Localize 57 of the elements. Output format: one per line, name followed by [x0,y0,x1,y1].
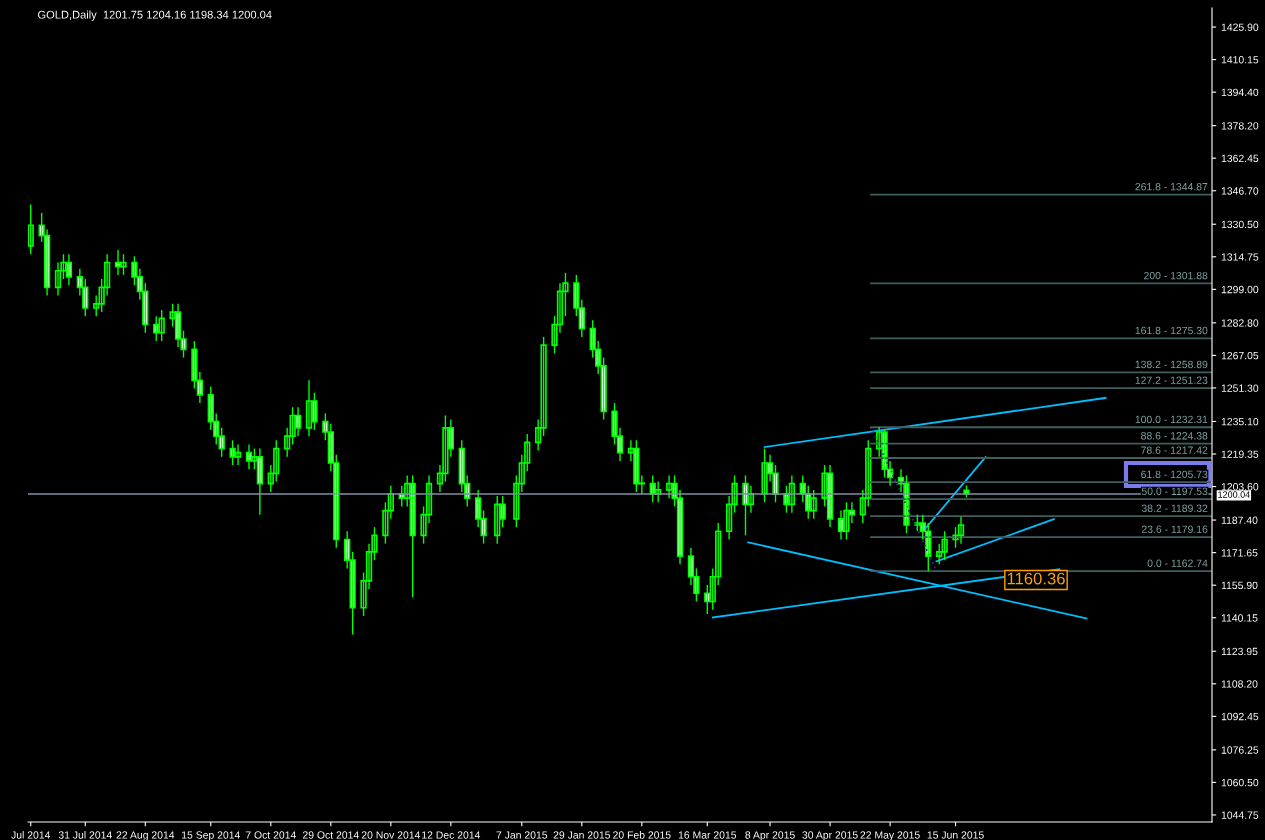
y-tick-label: 1140.15 [1221,614,1258,622]
annotation: 1160.36 [1007,572,1065,585]
series-label: 100.0 - 1232.31 [1135,415,1208,424]
x-tick-label: 22 May 2015 [860,831,920,840]
series-label: 127.2 - 1251.23 [1135,376,1208,384]
x-tick-label: 29 Jan 2015 [553,831,611,839]
x-tick-label: 7 Oct 2014 [245,831,296,839]
y-tick-label: 1314.75 [1221,253,1259,261]
y-tick-label: 1362.45 [1221,154,1259,163]
y-tick-label: 1330.50 [1221,220,1259,229]
series-label: 138.2 - 1258.89 [1135,360,1208,369]
x-tick-label: 20 Feb 2015 [613,831,671,839]
series-label: 38.2 - 1189.32 [1141,504,1208,512]
x-tick-label: Jul 2014 [11,831,51,839]
x-tick-label: 16 Mar 2015 [678,831,737,839]
y-tick-label: 1267.05 [1221,351,1259,360]
chart-title: GOLD,Daily 1201.75 1204.16 1198.34 1200.04 [38,10,272,21]
y-tick-label: 1410.15 [1221,56,1259,64]
ref-line-label: 1200.04 [1218,491,1250,498]
y-tick-label: 1251.30 [1221,384,1259,392]
y-tick-label: 1219.35 [1221,450,1259,458]
y-tick-label: 1203.60 [1221,483,1259,491]
y-tick-label: 1425.90 [1221,23,1259,31]
x-tick-label: 31 Jul 2014 [58,831,112,839]
x-tick-label: 20 Nov 2014 [361,831,421,839]
y-tick-label: 1155.90 [1221,581,1258,590]
y-tick-label: 1123.95 [1221,647,1258,656]
series-label: 261.8 - 1344.87 [1135,183,1208,191]
x-tick-label: 29 Oct 2014 [302,831,359,839]
y-tick-label: 1171.65 [1221,549,1258,557]
x-tick-label: 8 Apr 2015 [745,831,795,840]
series-label: 78.6 - 1217.42 [1141,446,1208,454]
y-tick-label: 1092.45 [1221,712,1259,721]
y-tick-label: 1346.70 [1221,187,1259,195]
y-tick-label: 1282.80 [1221,319,1259,327]
y-tick-label: 1060.50 [1221,778,1259,787]
x-tick-label: 12 Dec 2014 [422,831,481,839]
y-tick-label: 1378.20 [1221,122,1259,130]
x-tick-label: 7 Jan 2015 [496,831,548,839]
series-label: 50.0 - 1197.53 [1141,487,1208,495]
y-tick-label: 1394.40 [1221,88,1259,97]
x-tick-label: 30 Apr 2015 [802,831,858,840]
y-tick-label: 1076.25 [1221,746,1259,754]
series-label: 61.8 - 1205.73 [1141,470,1208,479]
x-tick-label: 22 Aug 2014 [116,831,175,840]
x-tick-label: 15 Jun 2015 [927,831,984,839]
series-label: 23.6 - 1179.16 [1141,525,1208,533]
y-tick-label: 1044.75 [1221,811,1259,819]
y-tick-label: 1108.20 [1221,680,1258,688]
series-label: 200 - 1301.88 [1144,271,1208,280]
series-label: 0.0 - 1162.74 [1147,559,1208,567]
y-tick-label: 1235.10 [1221,417,1259,426]
y-tick-label: 1187.40 [1221,516,1258,524]
series-label: 88.6 - 1224.38 [1141,432,1208,440]
series-label: 161.8 - 1275.30 [1135,326,1208,335]
y-tick-label: 1299.00 [1221,285,1259,294]
x-tick-label: 15 Sep 2014 [182,831,241,840]
